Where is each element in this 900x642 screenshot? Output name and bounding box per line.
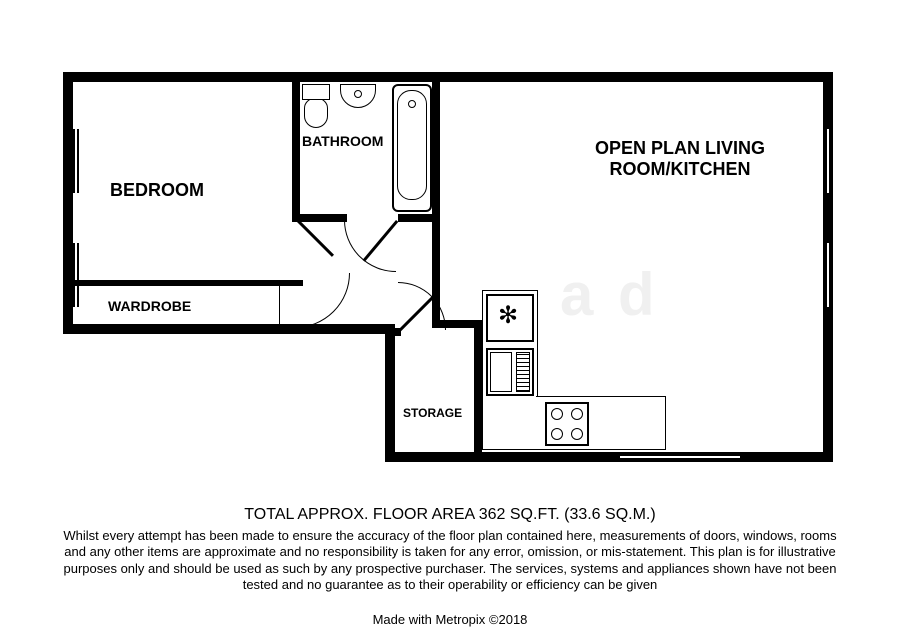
- wall-step-horiz: [330, 324, 395, 334]
- snowflake-icon: ✻: [498, 304, 518, 328]
- hob-ring-1: [551, 408, 563, 420]
- wall-left: [63, 72, 73, 334]
- footer-disclaimer: Whilst every attempt has been made to en…: [0, 528, 900, 593]
- kitchen-sink-basin: [490, 352, 512, 392]
- door-bedroom-leaf: [293, 216, 334, 257]
- wall-bath-right: [432, 82, 440, 222]
- label-storage: STORAGE: [403, 406, 462, 420]
- hob-ring-4: [571, 428, 583, 440]
- window-left-upper: [73, 129, 79, 193]
- kitchen-sink-drainer: [516, 352, 530, 392]
- hob: [545, 402, 589, 446]
- wall-top: [63, 72, 833, 82]
- wall-storage-right: [474, 320, 482, 460]
- window-bottom: [620, 454, 740, 460]
- hob-ring-3: [551, 428, 563, 440]
- label-bedroom: BEDROOM: [110, 180, 204, 201]
- footer-title: TOTAL APPROX. FLOOR AREA 362 SQ.FT. (33.…: [0, 506, 900, 524]
- watermark: a d: [560, 260, 659, 329]
- hob-ring-2: [571, 408, 583, 420]
- wardrobe-door-panel: [230, 286, 280, 324]
- wall-step-vertical: [385, 334, 395, 462]
- bathtub-drain: [408, 100, 416, 108]
- toilet-bowl: [304, 98, 328, 128]
- window-right-upper: [825, 129, 831, 193]
- label-wardrobe: WARDROBE: [108, 298, 191, 314]
- label-living: OPEN PLAN LIVING ROOM/KITCHEN: [555, 138, 805, 180]
- toilet-tank: [302, 84, 330, 100]
- sink-drain: [354, 90, 362, 98]
- wall-bottom-right: [385, 452, 833, 462]
- label-bathroom: BATHROOM: [302, 133, 383, 149]
- window-right-lower: [825, 243, 831, 307]
- window-left-lower: [73, 243, 79, 307]
- footer-credit: Made with Metropix ©2018: [0, 612, 900, 627]
- floorplan-canvas: a d: [0, 0, 900, 642]
- wall-bed-bath: [292, 82, 300, 217]
